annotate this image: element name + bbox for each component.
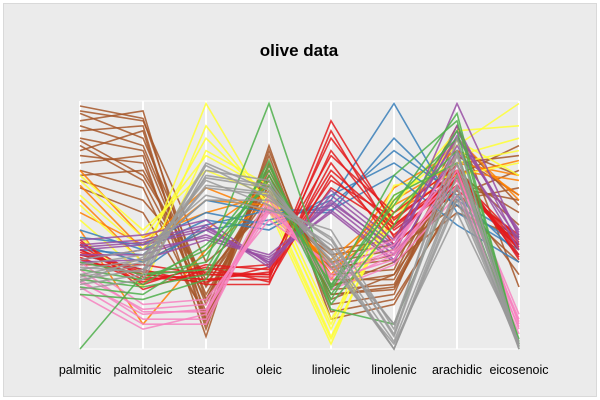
series-group-7 [79,101,520,350]
series-lines [79,101,520,351]
series-line [79,111,520,347]
axis-labels: palmitic palmitoleic stearic oleic linoleic l… [59,363,549,377]
series-line [79,136,520,345]
axis-label-oleic: oleic [256,363,282,377]
series-group-8 [79,135,520,351]
axis-label-palmitic: palmitic [59,363,101,377]
axis-label-palmitoleic: palmitoleic [113,363,172,377]
series-line [79,184,520,351]
series-line [79,162,520,327]
series-line [79,154,520,291]
series-line [79,149,520,342]
axis-lines [79,100,520,350]
series-line [79,128,520,350]
series-line [79,169,520,346]
axis-label-eicosenoic: eicosenoic [489,363,548,377]
series-line [79,153,520,350]
axis-label-arachidic: arachidic [432,363,482,377]
chart-title: olive data [260,41,339,60]
axis-label-linoleic: linoleic [312,363,350,377]
axis-label-linolenic: linolenic [371,363,416,377]
axis-label-stearic: stearic [188,363,225,377]
series-line [79,177,520,347]
